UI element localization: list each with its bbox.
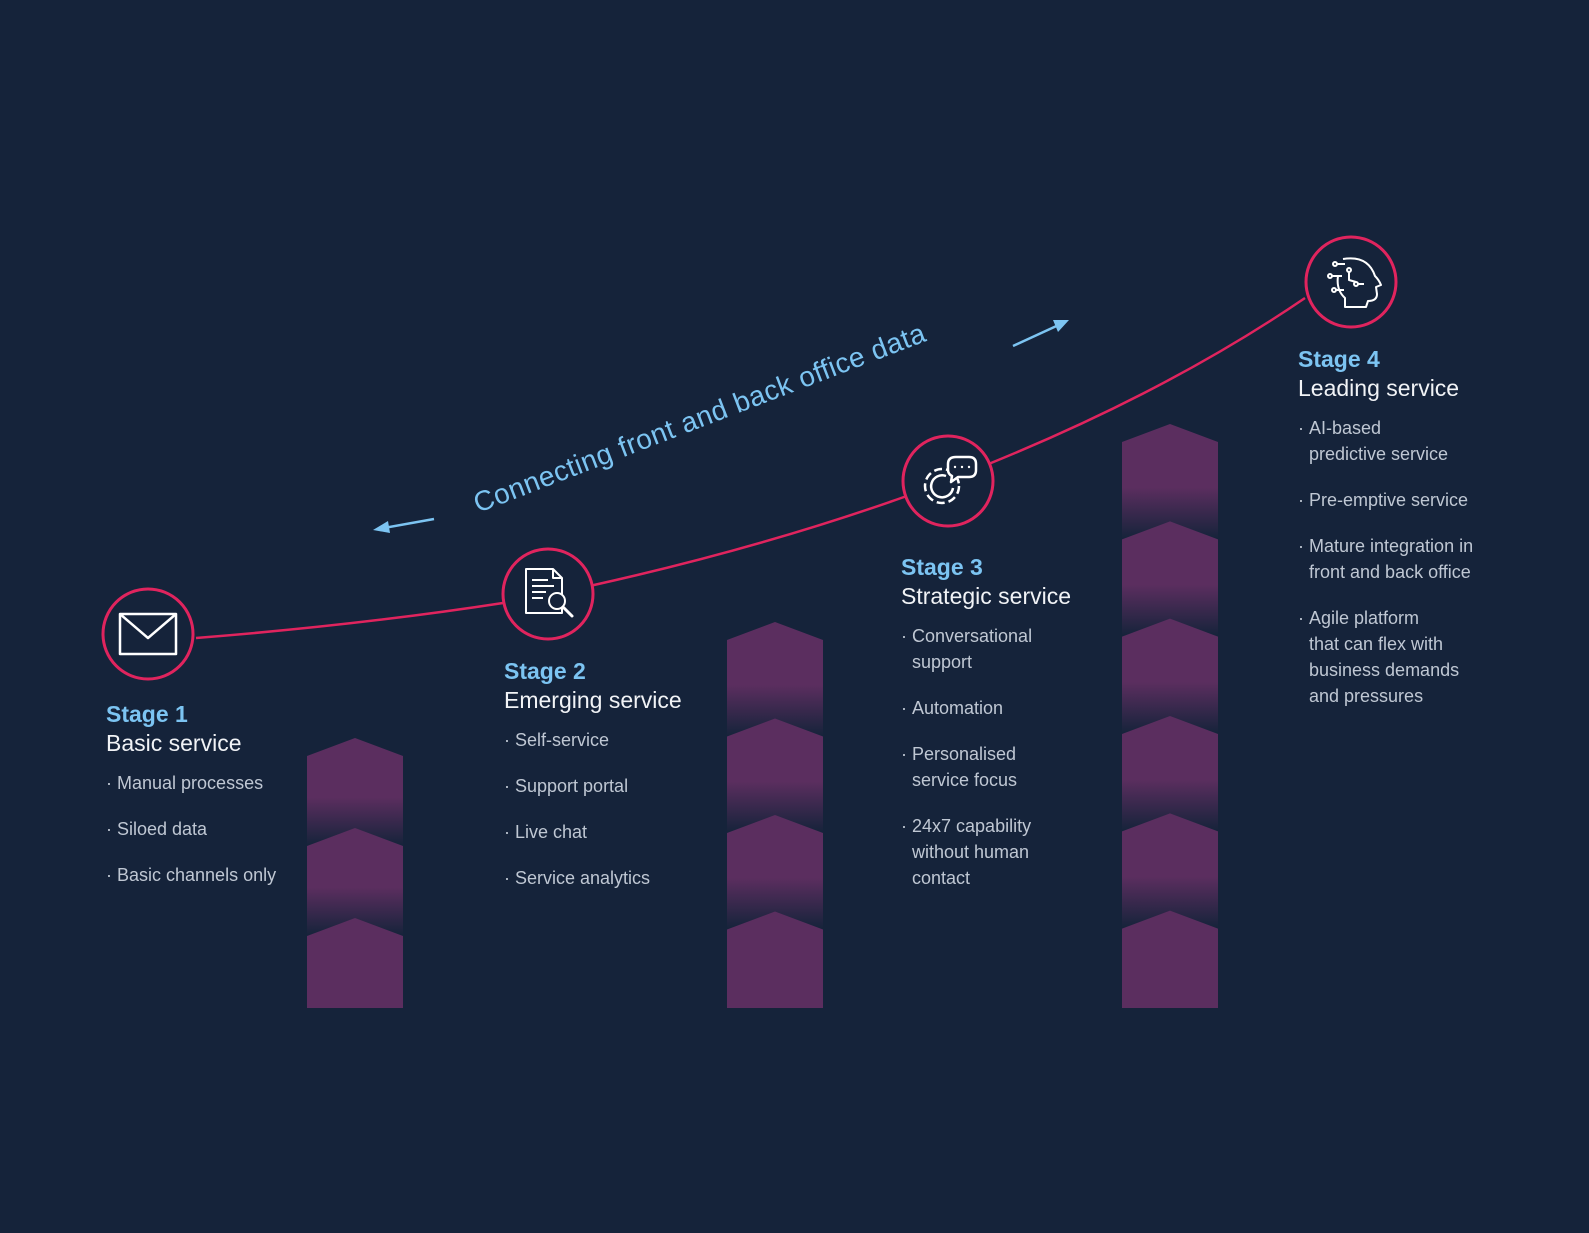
stage-2-node: [501, 547, 595, 641]
stage-1-list: Manual processes Siloed data Basic chann…: [106, 770, 326, 888]
stage-1-label: Stage 1: [106, 701, 188, 727]
stage-2-name: Emerging service: [504, 687, 682, 713]
arrow-left-icon: [373, 517, 435, 533]
envelope-icon: [118, 612, 178, 656]
list-item: Support portal: [504, 773, 724, 799]
document-search-icon: [525, 568, 574, 618]
chevron-segment: [307, 918, 403, 1008]
list-item: Live chat: [504, 819, 724, 845]
gear-chat-icon: [923, 455, 978, 505]
list-item: Manual processes: [106, 770, 326, 796]
list-item: Pre-emptive service: [1298, 487, 1528, 513]
chevron-segment: [1122, 813, 1218, 929]
stage-3-chevron-column: [1122, 424, 1218, 1008]
list-item: Service analytics: [504, 865, 724, 891]
chevron-segment: [1122, 521, 1218, 637]
stage-1-node: [101, 587, 195, 681]
ai-head-icon: [1327, 257, 1382, 308]
list-item: Automation: [901, 695, 1121, 721]
arrow-right-icon: [1012, 320, 1069, 348]
stage-1-name: Basic service: [106, 730, 242, 756]
stage-2-list: Self-service Support portal Live chat Se…: [504, 727, 724, 891]
stage-4-block: Stage 4 Leading service AI-basedpredicti…: [1298, 345, 1528, 729]
stage-1-block: Stage 1 Basic service Manual processes S…: [106, 700, 326, 908]
stage-4-node: [1304, 235, 1398, 329]
chevron-segment: [1122, 424, 1218, 540]
stage-1-chevron-column: [307, 738, 403, 1008]
stage-3-block: Stage 3 Strategic service Conversational…: [901, 553, 1121, 911]
list-item: Siloed data: [106, 816, 326, 842]
stage-3-node: [901, 434, 995, 528]
caption-text: Connecting front and back office data: [469, 317, 930, 519]
chevron-segment: [727, 622, 823, 737]
chevron-segment: [307, 738, 403, 846]
progress-curve: [195, 296, 1306, 640]
list-item: Self-service: [504, 727, 724, 753]
stage-3-name: Strategic service: [901, 583, 1072, 609]
stage-2-chevron-column: [727, 622, 823, 1008]
stage-4-name: Leading service: [1298, 375, 1460, 401]
chevron-segment: [727, 815, 823, 930]
stage-4-label: Stage 4: [1298, 346, 1380, 372]
chevron-segment: [1122, 716, 1218, 832]
chevron-segment: [1122, 910, 1218, 1008]
caption-tspan: Connecting front and back office data: [469, 317, 930, 519]
chevron-segment: [307, 828, 403, 936]
chevron-segment: [1122, 618, 1218, 734]
list-item: Basic channels only: [106, 862, 326, 888]
stage-2-label: Stage 2: [504, 658, 586, 684]
stage-3-label: Stage 3: [901, 554, 983, 580]
chevron-segment: [727, 718, 823, 833]
stage-2-block: Stage 2 Emerging service Self-service Su…: [504, 657, 724, 911]
chevron-segment: [727, 911, 823, 1008]
